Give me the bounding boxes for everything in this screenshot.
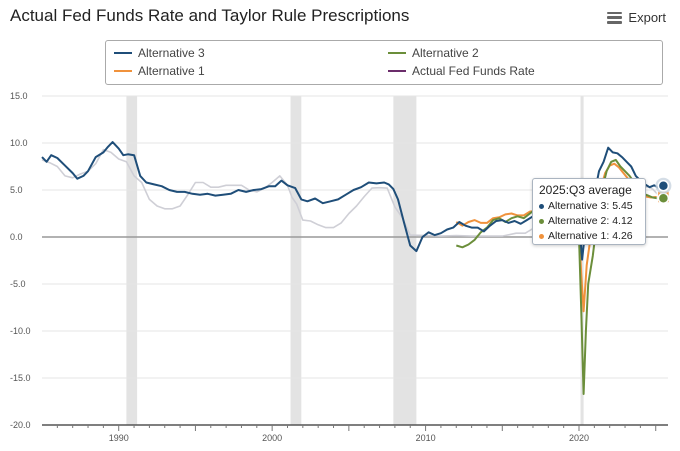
x-tick-label: 2020: [569, 433, 589, 443]
legend-label: Alternative 2: [412, 46, 479, 60]
y-tick-label: -10.0: [10, 326, 31, 336]
legend-label: Alternative 1: [138, 64, 205, 78]
x-tick-label: 2010: [416, 433, 436, 443]
legend-item-alternative-2[interactable]: Alternative 2: [388, 46, 479, 60]
tooltip-row: Alternative 3: 5.45: [539, 199, 639, 214]
hover-marker-alternative-3: [657, 180, 670, 192]
legend-item-alternative-3[interactable]: Alternative 3: [114, 46, 205, 60]
tooltip-row: Alternative 1: 4.26: [539, 229, 639, 244]
export-label: Export: [628, 10, 666, 25]
legend-swatch: [114, 69, 132, 73]
y-tick-label: -5.0: [10, 279, 26, 289]
chart-legend: Alternative 3 Alternative 2 Alternative …: [105, 40, 663, 85]
y-tick-label: -15.0: [10, 373, 31, 383]
y-tick-label: 10.0: [10, 138, 28, 148]
legend-item-alternative-1[interactable]: Alternative 1: [114, 64, 205, 78]
page-title: Actual Fed Funds Rate and Taylor Rule Pr…: [10, 6, 410, 25]
menu-icon: [607, 11, 623, 24]
legend-swatch: [114, 51, 132, 55]
y-tick-label: -20.0: [10, 420, 31, 430]
chart-tooltip: 2025:Q3 average Alternative 3: 5.45 Alte…: [532, 178, 646, 245]
export-button[interactable]: Export: [607, 10, 666, 25]
tooltip-text: Alternative 1: 4.26: [548, 230, 633, 242]
x-tick-label: 2000: [262, 433, 282, 443]
legend-item-actual-fed-funds-rate[interactable]: Actual Fed Funds Rate: [388, 64, 535, 78]
y-tick-label: 0.0: [10, 232, 23, 242]
tooltip-dot: [539, 219, 544, 224]
recession-band: [126, 96, 138, 425]
recession-band: [393, 96, 417, 425]
y-tick-label: 15.0: [10, 91, 28, 101]
tooltip-text: Alternative 3: 5.45: [548, 200, 633, 212]
legend-label: Alternative 3: [138, 46, 205, 60]
recession-band: [290, 96, 302, 425]
tooltip-row: Alternative 2: 4.12: [539, 214, 639, 229]
tooltip-dot: [539, 204, 544, 209]
legend-swatch: [388, 69, 406, 73]
y-tick-label: 5.0: [10, 185, 23, 195]
tooltip-dot: [539, 234, 544, 239]
tooltip-title: 2025:Q3 average: [539, 183, 632, 197]
tooltip-text: Alternative 2: 4.12: [548, 215, 633, 227]
legend-label: Actual Fed Funds Rate: [412, 64, 535, 78]
x-tick-label: 1990: [109, 433, 129, 443]
legend-swatch: [388, 51, 406, 55]
hover-marker-alternative-2: [657, 192, 670, 205]
